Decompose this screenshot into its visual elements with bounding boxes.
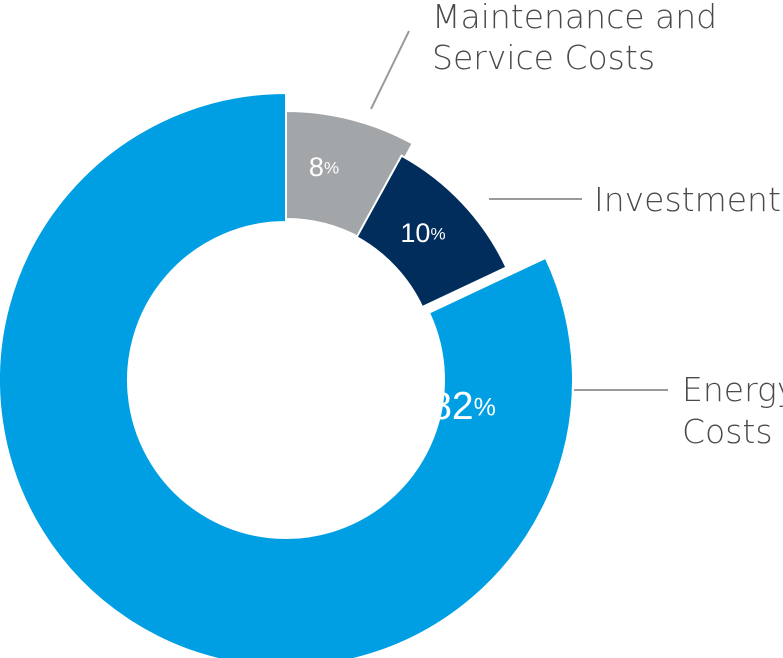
- category-label-0: Maintenance and Service Costs: [432, 0, 717, 77]
- slice-value-label-1: 10%: [400, 218, 445, 248]
- slice-value-label-0: 8%: [309, 152, 339, 182]
- leader-lines-layer: [370, 30, 668, 391]
- slices-layer: [0, 91, 574, 658]
- labels-layer: 8% Maintenance and Service Costs 10% Investm…: [309, 0, 783, 451]
- leader-line-0: [370, 30, 410, 110]
- category-label-1: Investment: [594, 180, 781, 219]
- donut-slice-2: [0, 91, 574, 658]
- donut-slice-1: [355, 154, 508, 309]
- slice-value-label-2: 82%: [430, 385, 496, 428]
- donut-slice-0: [285, 109, 415, 240]
- category-label-2: EnergyCosts: [682, 370, 783, 451]
